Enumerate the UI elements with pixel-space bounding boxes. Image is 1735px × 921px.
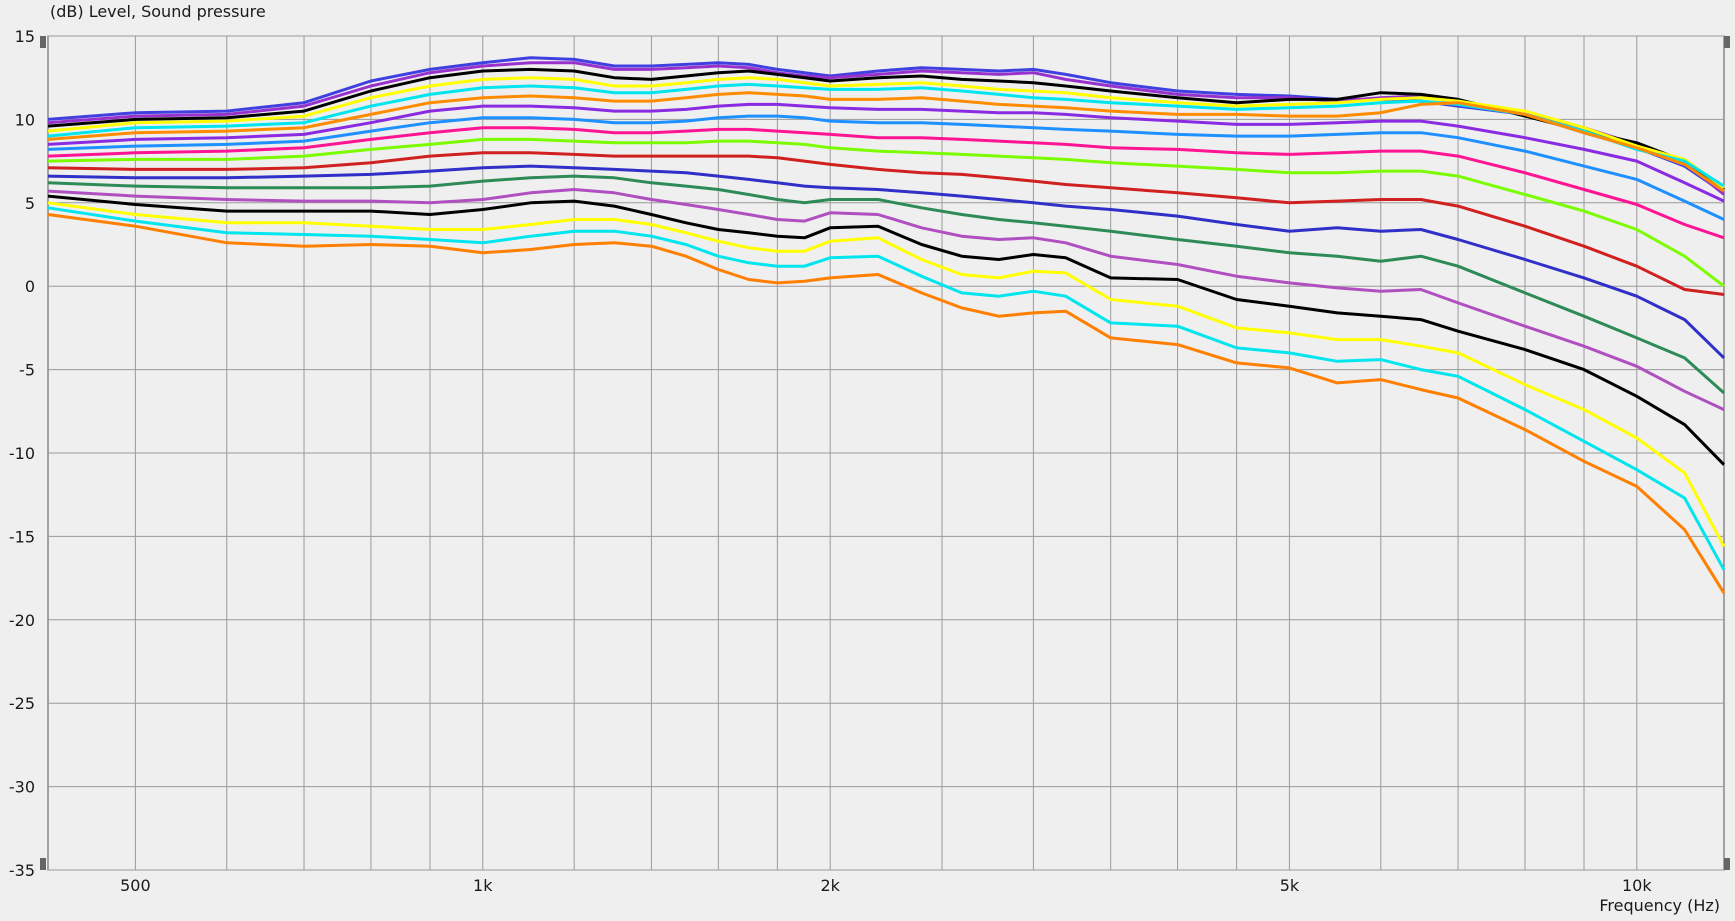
y-tick-label: 10 [15,110,35,129]
y-tick-label: -35 [9,861,35,880]
y-tick-label: -10 [9,444,35,463]
x-tick-label: 500 [120,876,151,895]
x-tick-label: 2k [820,876,840,895]
y-tick-labels: 15 10 5 0 -5 -10 -15 -20 -25 -30 -35 [9,27,35,880]
series-line-7 [47,102,1725,203]
series-line-15 [47,194,1726,466]
y-tick-label: -30 [9,778,35,797]
y-tick-label: -20 [9,611,35,630]
series-line-5 [47,82,1725,188]
series-line-14 [47,188,1725,411]
series-line-4 [47,76,1725,190]
series-layer [47,56,1726,594]
y-tick-label: 5 [25,194,35,213]
series-line-6 [47,91,1725,193]
x-axis-title: Frequency (Hz) [1599,896,1720,915]
series-line-17 [47,206,1726,571]
x-tick-labels: 500 1k 2k 5k 10k [120,876,1652,895]
y-axis-top-handle[interactable] [40,36,46,48]
x-tick-label: 1k [473,876,493,895]
series-line-10 [47,137,1725,288]
series-line-8 [47,114,1725,221]
y-tick-label: 15 [15,27,35,46]
series-line-18 [47,213,1726,594]
series-line-16 [47,201,1726,548]
right-top-handle[interactable] [1724,36,1730,48]
y-tick-label: -15 [9,527,35,546]
x-tick-label: 5k [1280,876,1300,895]
series-line-9 [47,126,1725,240]
series-line-12 [47,164,1726,359]
series-line-11 [47,151,1725,296]
x-tick-label: 10k [1622,876,1652,895]
y-tick-label: -5 [19,361,35,380]
y-tick-label: 0 [25,277,35,296]
y-axis-title: (dB) Level, Sound pressure [50,2,266,21]
axis-handles[interactable] [40,36,1730,870]
right-bottom-handle[interactable] [1724,858,1730,870]
series-line-13 [47,174,1725,395]
series-line-3 [47,67,1725,191]
y-tick-label: -25 [9,694,35,713]
y-axis-bottom-handle[interactable] [40,858,46,870]
